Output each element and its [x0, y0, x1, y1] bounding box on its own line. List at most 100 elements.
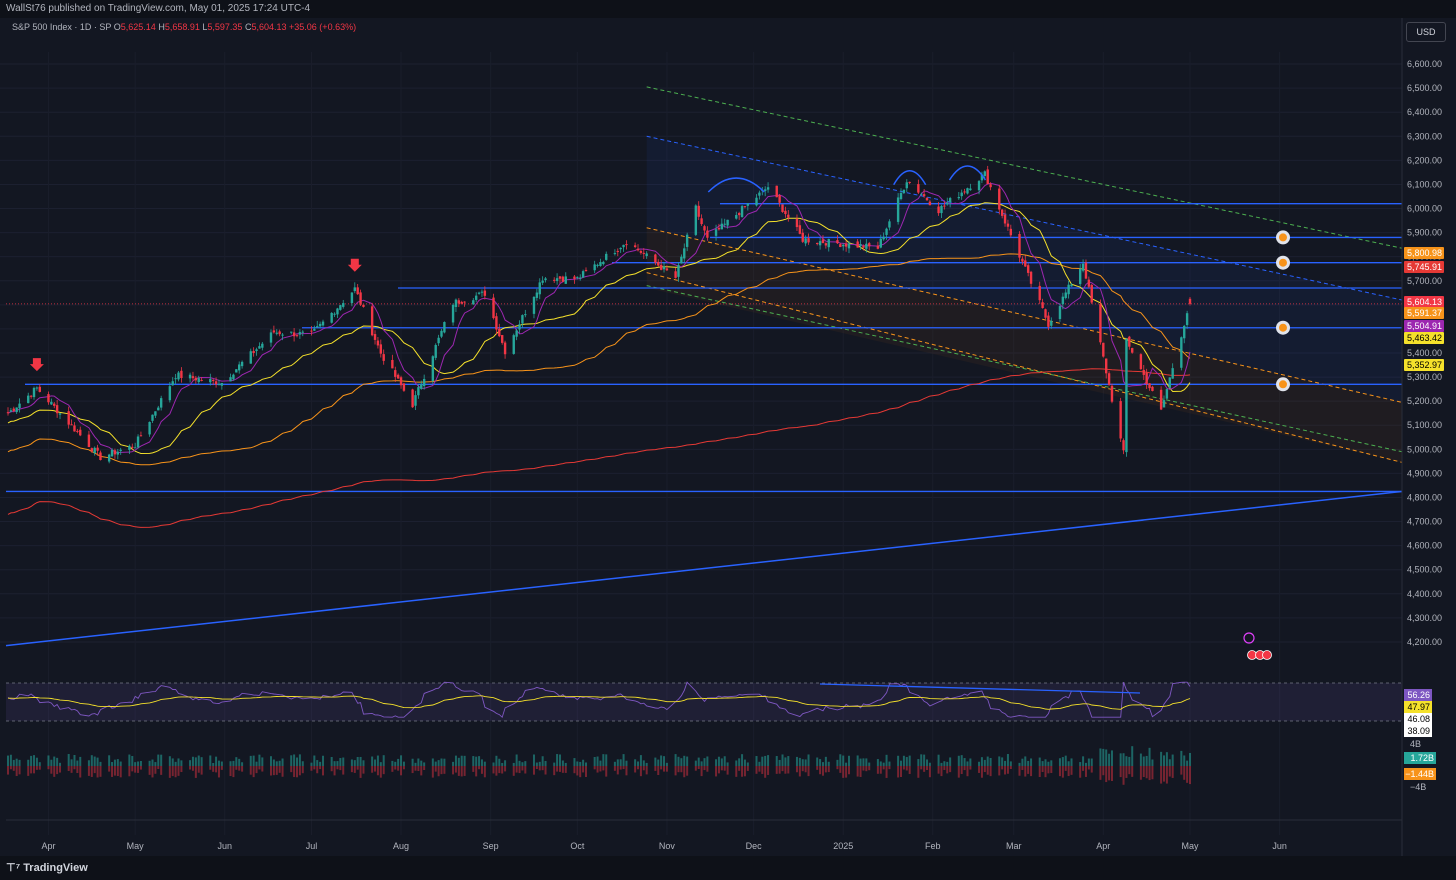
volume-bar-down: [579, 766, 582, 778]
volume-bar-down: [986, 766, 989, 775]
time-tick-label: Mar: [1006, 841, 1022, 851]
rsi-label-text: 38.09: [1407, 726, 1430, 736]
volume-bar-up: [209, 755, 212, 766]
candle-body: [743, 206, 747, 208]
volume-bar-down: [478, 766, 481, 770]
volume-bar-up: [1030, 758, 1033, 766]
volume-bar-down: [989, 766, 992, 777]
volume-bar-up: [923, 754, 926, 766]
volume-bar-down: [917, 766, 920, 778]
volume-bar-up: [1102, 748, 1105, 766]
volume-bar-down: [431, 766, 434, 778]
currency-button[interactable]: USD: [1406, 22, 1446, 42]
candle-body: [159, 398, 163, 408]
volume-bar-down: [743, 766, 746, 777]
candle-body: [1029, 271, 1033, 284]
volume-bar-up: [700, 761, 703, 766]
candle-body: [544, 278, 547, 281]
moving-averages: [7, 182, 1191, 528]
candle-body: [1188, 298, 1192, 304]
volume-bar-up: [67, 754, 70, 766]
target-icon-inner: [1279, 233, 1287, 242]
volume-bar-up: [319, 761, 322, 766]
volume-bar-up: [865, 758, 868, 766]
candle-body: [1183, 325, 1186, 339]
brand-text: TradingView: [23, 862, 88, 874]
volume-bar-down: [821, 766, 824, 776]
volume-bar-up: [1108, 753, 1111, 766]
volume-bar-down: [558, 766, 561, 772]
candle-body: [1058, 306, 1062, 319]
volume-bar-down: [969, 766, 972, 770]
volume-bar-down: [391, 766, 394, 772]
volume-bar-up: [194, 757, 197, 766]
volume-bar-down: [697, 766, 700, 770]
volume-bar-down: [738, 766, 741, 771]
channel-outer-bottom: [646, 285, 1403, 453]
volume-bar-down: [220, 766, 223, 770]
volume-bar-up: [784, 757, 787, 766]
price-tick-label: 4,600.00: [1407, 541, 1442, 551]
volume-bar-up: [423, 762, 426, 766]
volume-bar-down: [842, 766, 845, 778]
candle-body: [662, 266, 666, 270]
volume-bar-up: [703, 758, 706, 766]
candle-body: [356, 287, 359, 295]
candle-body: [191, 376, 195, 379]
volume-bar-down: [1110, 766, 1113, 781]
volume-bar-down: [1087, 766, 1090, 770]
price-label-text: 5,591.37: [1407, 308, 1442, 318]
volume-bar-down: [888, 766, 891, 770]
volume-bar-down: [290, 766, 293, 773]
volume-bar-down: [859, 766, 862, 777]
volume-bar-up: [879, 761, 882, 766]
volume-bar-down: [593, 766, 596, 770]
price-tick-label: 6,600.00: [1407, 59, 1442, 69]
volume-bar-up: [876, 759, 879, 766]
volume-bar-down: [735, 766, 738, 777]
price-chart[interactable]: 56.26 47.97 46.08 38.09 4B −4B 1.72B −1.44B 6,…: [0, 0, 1456, 856]
volume-bar-down: [1180, 766, 1183, 775]
volume-bar-down: [715, 766, 718, 777]
volume-bar-down: [1151, 766, 1154, 780]
volume-bar-down: [212, 766, 215, 772]
price-axis: 6,600.00 6,500.00 6,400.00 6,300.00 6,200.00…: [1401, 18, 1444, 856]
candle-body: [290, 331, 293, 333]
candle-body: [1044, 309, 1047, 318]
volume-bar-up: [816, 757, 819, 766]
volume-bar-up: [269, 756, 272, 766]
volume-bar-down: [619, 766, 622, 770]
volume-bar-up: [1038, 757, 1041, 766]
volume-bar-up: [1021, 758, 1024, 766]
volume-bar-up: [197, 755, 200, 766]
volume-bar-up: [475, 756, 478, 766]
time-tick-label: May: [127, 841, 145, 851]
volume-bar-up: [827, 761, 830, 766]
volume-bar-up: [824, 756, 827, 766]
candle-body: [116, 451, 120, 455]
symbol-legend: S&P 500 Index · 1D · SP O5,625.14 H5,658…: [12, 22, 356, 32]
candle-body: [541, 280, 544, 283]
volume-bar-up: [359, 756, 362, 766]
candle-body: [1006, 223, 1010, 227]
volume-bar-up: [512, 762, 515, 766]
volume-bar-down: [111, 766, 114, 777]
volume-bar-down: [151, 766, 154, 778]
candle-body: [336, 308, 339, 315]
volume-bar-down: [726, 766, 729, 775]
candle-body: [318, 323, 322, 327]
volume-bar-down: [845, 766, 848, 778]
volume-bar-up: [579, 761, 582, 766]
candle-body: [316, 326, 319, 328]
candle-body: [844, 243, 848, 247]
candle-body: [888, 221, 891, 228]
candle-body: [683, 248, 686, 259]
candle-body: [298, 332, 302, 335]
price-tick-label: 4,300.00: [1407, 613, 1442, 623]
candle-body: [989, 184, 992, 188]
candle-body: [1026, 265, 1030, 273]
volume-bar-down: [232, 766, 235, 778]
volume-bar-up: [804, 759, 807, 766]
candle-body: [240, 361, 244, 367]
candle-body: [480, 291, 484, 293]
